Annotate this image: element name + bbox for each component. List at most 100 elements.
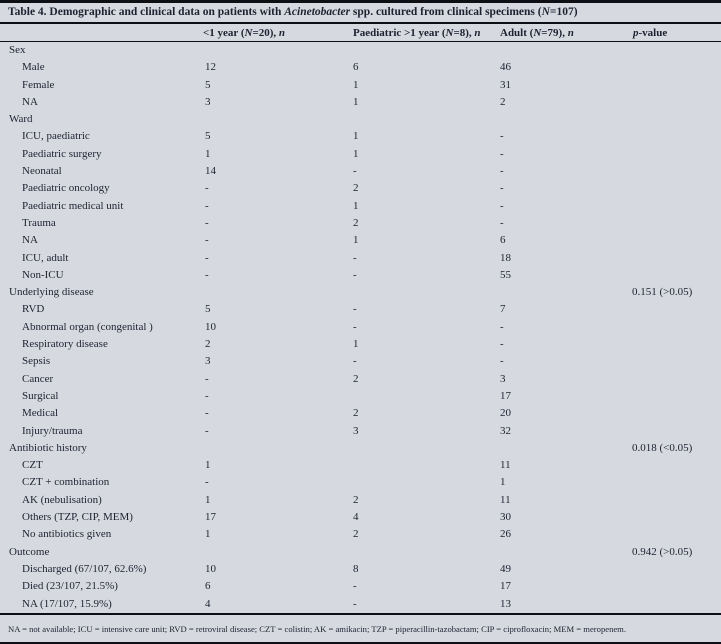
table-row: Medical - 2 20 (0, 405, 721, 422)
cell-under1-year: 5 (205, 130, 211, 143)
table-row: Female 5 1 31 (0, 77, 721, 94)
cell-adult: - (500, 182, 504, 195)
cell-pvalue: 0.942 (>0.05) (632, 545, 693, 558)
cell-adult: 26 (500, 528, 511, 541)
cell-paediatric: - (353, 251, 357, 264)
row-label: Others (TZP, CIP, MEM) (22, 511, 133, 524)
section-row: Outcome 0.942 (>0.05) (0, 544, 721, 561)
row-label: NA (17/107, 15.9%) (22, 597, 112, 610)
header-paediatric-n: N (445, 26, 454, 39)
cell-under1-year: 3 (205, 355, 211, 368)
table-row: Died (23/107, 21.5%) 6 - 17 (0, 578, 721, 595)
row-label: Paediatric medical unit (22, 199, 124, 212)
header-row: <1 year (N=20), n Paediatric >1 year (N=… (0, 24, 721, 42)
cell-adult: 11 (500, 459, 511, 472)
row-label: Paediatric surgery (22, 147, 102, 160)
cell-adult: - (500, 216, 504, 229)
row-label: Medical (22, 407, 59, 420)
cell-pvalue (630, 423, 721, 440)
cell-under1-year: 14 (205, 165, 216, 178)
table-row: NA - 1 6 (0, 232, 721, 249)
cell-paediatric: - (353, 580, 357, 593)
cell-pvalue (630, 578, 721, 595)
cell-adult: - (500, 320, 504, 333)
cell-pvalue (630, 492, 721, 509)
cell-paediatric (350, 388, 497, 405)
cell-under1-year (200, 42, 350, 60)
cell-pvalue (630, 77, 721, 94)
header-adult: Adult (N=79), n (497, 24, 630, 42)
row-label: AK (nebulisation) (22, 493, 102, 506)
cell-paediatric (350, 42, 497, 60)
cell-paediatric: - (353, 320, 357, 333)
cell-adult: 30 (500, 511, 511, 524)
table-row: Surgical - 17 (0, 388, 721, 405)
cell-pvalue (630, 301, 721, 318)
cell-paediatric: 1 (353, 147, 359, 160)
cell-under1-year: 1 (205, 459, 211, 472)
header-under1-n: N (244, 26, 253, 39)
cell-adult: 20 (500, 407, 511, 420)
cell-paediatric: 2 (353, 528, 359, 541)
cell-pvalue (630, 388, 721, 405)
row-label: Ward (9, 113, 33, 126)
cell-adult (497, 111, 630, 128)
row-label: Died (23/107, 21.5%) (22, 580, 118, 593)
row-label: ICU, paediatric (22, 130, 90, 143)
header-paediatric-mid: =8), (453, 26, 475, 39)
cell-adult: 1 (500, 476, 506, 489)
cell-paediatric: - (353, 268, 357, 281)
cell-pvalue (630, 561, 721, 578)
cell-under1-year: 1 (205, 528, 211, 541)
cell-under1-year: 4 (205, 597, 211, 610)
cell-pvalue (630, 128, 721, 145)
table-row: Discharged (67/107, 62.6%) 10 8 49 (0, 561, 721, 578)
cell-paediatric: 3 (353, 424, 359, 437)
cell-paediatric: - (353, 165, 357, 178)
cell-under1-year: 3 (205, 95, 211, 108)
cell-under1-year: - (205, 216, 209, 229)
title-text-1: Table 4. Demographic and clinical data o… (8, 6, 285, 18)
row-label: Discharged (67/107, 62.6%) (22, 562, 147, 575)
row-label: Underlying disease (9, 286, 94, 299)
header-adult-mid: =79), (541, 26, 568, 39)
table-row: ICU, adult - - 18 (0, 250, 721, 267)
cell-pvalue (630, 267, 721, 284)
cell-adult: 11 (500, 493, 511, 506)
row-label: ICU, adult (22, 251, 69, 264)
cell-under1-year: 12 (205, 61, 216, 74)
table-row: Respiratory disease 2 1 - (0, 336, 721, 353)
cell-paediatric: 2 (353, 372, 359, 385)
row-label: Respiratory disease (22, 338, 108, 351)
row-label: NA (22, 234, 38, 247)
cell-under1-year (200, 111, 350, 128)
cell-pvalue: 0.018 (<0.05) (632, 441, 693, 454)
header-empty (0, 24, 200, 42)
header-under1-year: <1 year (N=20), n (200, 24, 350, 42)
cell-paediatric: - (353, 597, 357, 610)
row-label: No antibiotics given (22, 528, 112, 541)
table-row: No antibiotics given 1 2 26 (0, 526, 721, 543)
cell-paediatric (350, 544, 497, 561)
cell-under1-year: - (205, 372, 209, 385)
table-row: NA 3 1 2 (0, 94, 721, 111)
cell-pvalue (630, 180, 721, 197)
cell-adult: 17 (500, 389, 511, 402)
table-row: Male 12 6 46 (0, 59, 721, 76)
cell-under1-year (200, 544, 350, 561)
cell-under1-year (200, 284, 350, 301)
cell-adult: - (500, 147, 504, 160)
table-row: Paediatric oncology - 2 - (0, 180, 721, 197)
title-n-italic: N (541, 6, 550, 18)
row-label: NA (22, 95, 38, 108)
cell-paediatric: 1 (353, 338, 359, 351)
cell-adult: - (500, 165, 504, 178)
title-text-3: =107) (549, 6, 578, 18)
row-label: CZT + combination (22, 476, 110, 489)
table-row: Sepsis 3 - - (0, 353, 721, 370)
row-label: Paediatric oncology (22, 182, 110, 195)
cell-pvalue (630, 111, 721, 128)
cell-under1-year (200, 440, 350, 457)
cell-paediatric: - (353, 303, 357, 316)
